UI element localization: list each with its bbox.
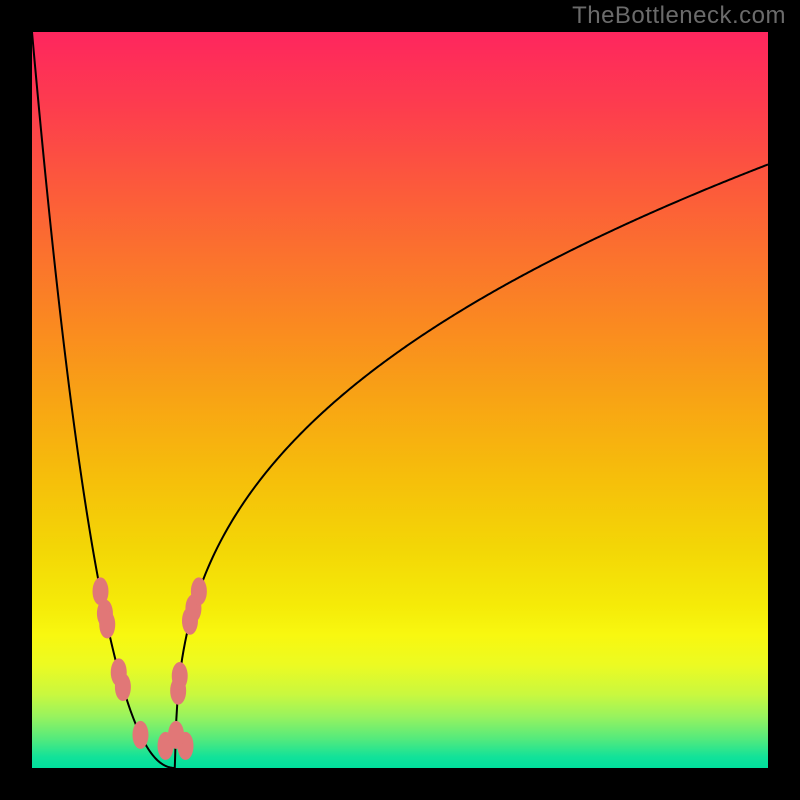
gradient-bg bbox=[32, 32, 768, 768]
curve-marker bbox=[172, 662, 188, 690]
source-caption: TheBottleneck.com bbox=[572, 2, 786, 30]
curve-marker bbox=[115, 673, 131, 701]
curve-marker bbox=[168, 721, 184, 749]
curve-marker bbox=[99, 610, 115, 638]
plot-svg bbox=[0, 0, 800, 800]
curve-marker bbox=[191, 577, 207, 605]
curve-marker bbox=[132, 721, 148, 749]
